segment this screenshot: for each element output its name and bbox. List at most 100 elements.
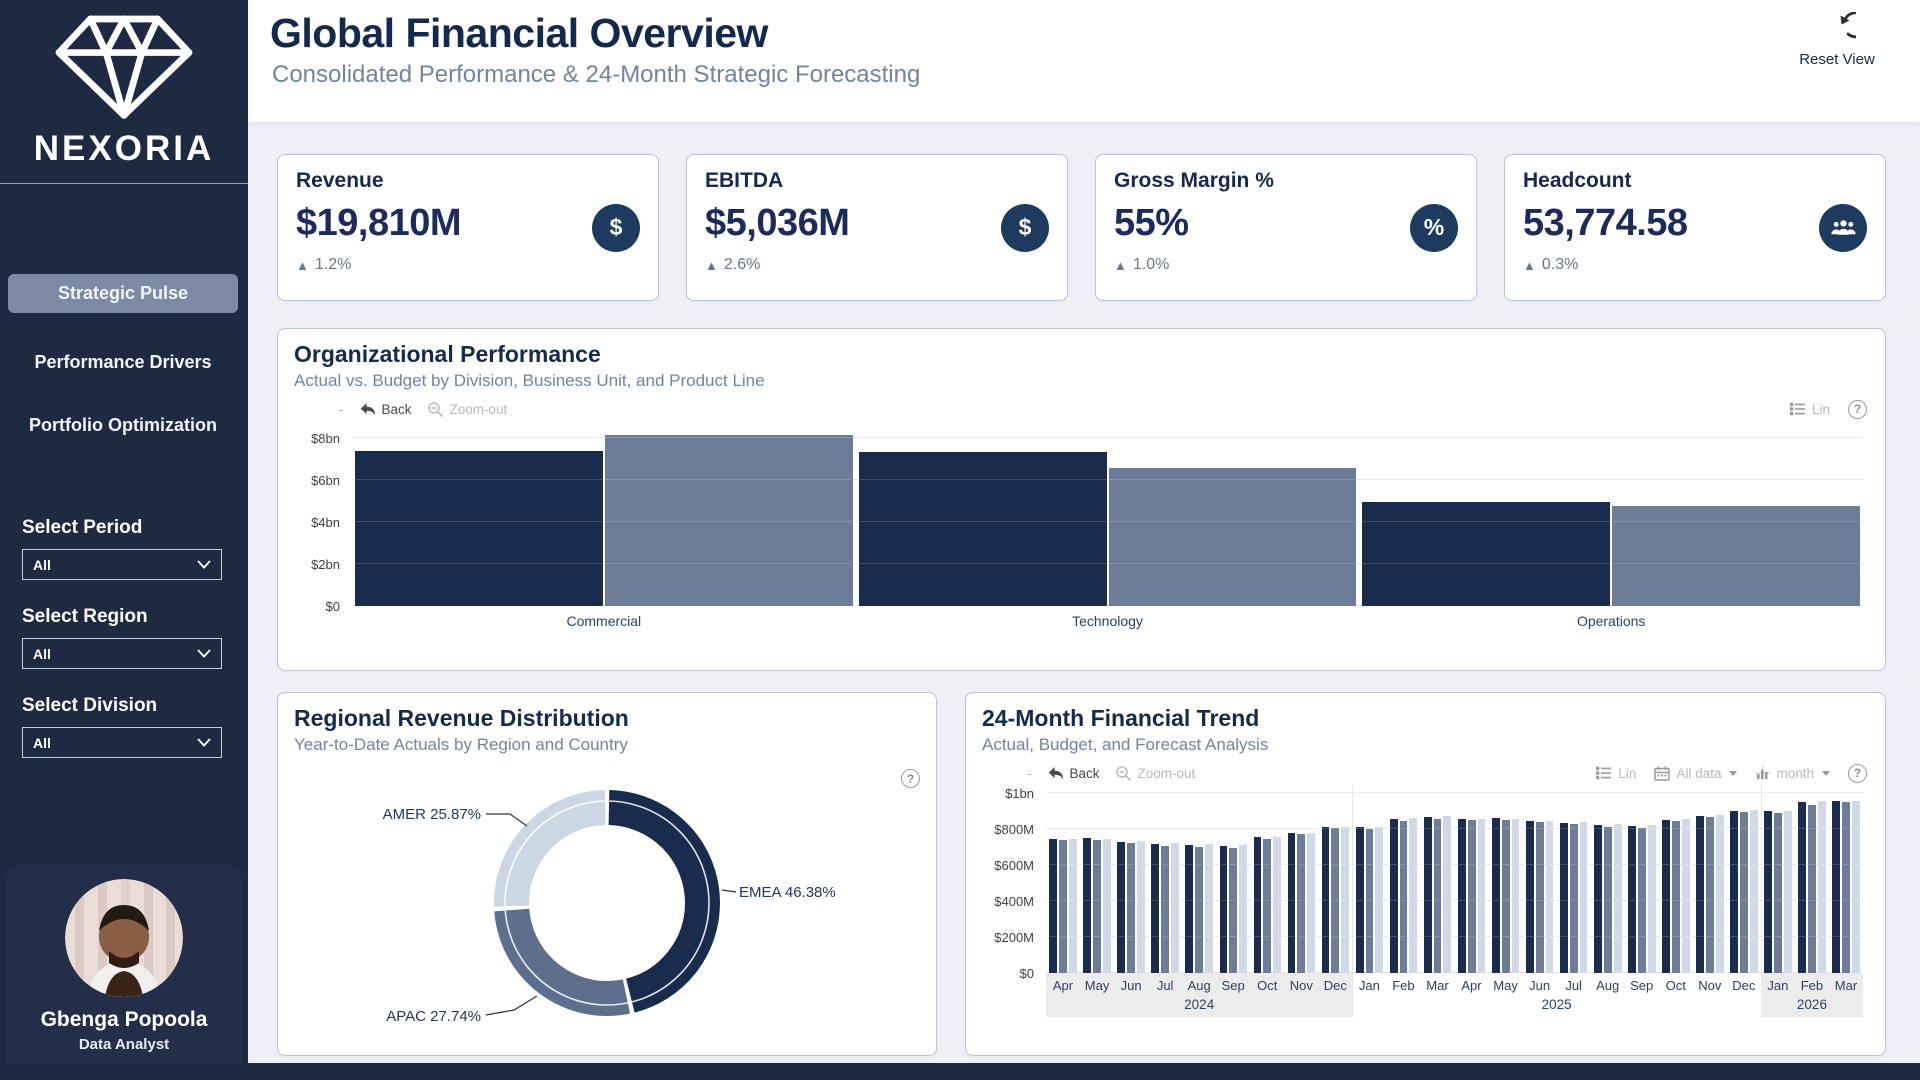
bar-forecast-oct-6[interactable] — [1273, 837, 1282, 973]
bar-actual-operations[interactable] — [1362, 502, 1611, 606]
bar-budget-apr-0[interactable] — [1059, 840, 1067, 973]
bar-forecast-may-1[interactable] — [1102, 839, 1111, 973]
region-select[interactable]: All — [22, 638, 222, 669]
bar-budget-jan-21[interactable] — [1774, 813, 1782, 973]
bar-actual-jun-2[interactable] — [1117, 842, 1126, 973]
sidebar-item-portfolio-optimization[interactable]: Portfolio Optimization — [29, 415, 217, 435]
donut-segment-amer[interactable] — [494, 790, 720, 1016]
bar-forecast-dec-8[interactable] — [1341, 827, 1350, 973]
bar-budget-mar-23[interactable] — [1842, 802, 1851, 973]
bar-budget-aug-4[interactable] — [1195, 847, 1204, 973]
bar-forecast-jun-14[interactable] — [1545, 821, 1554, 973]
all-data-dropdown[interactable]: All data — [1654, 766, 1738, 781]
bar-actual-dec-20[interactable] — [1730, 811, 1739, 973]
bar-forecast-feb-22[interactable] — [1817, 801, 1826, 973]
toolbar-collapse[interactable]: - — [339, 401, 344, 417]
bar-actual-may-1[interactable] — [1083, 838, 1092, 973]
bar-budget-jul-15[interactable] — [1569, 824, 1578, 973]
bar-actual-mar-23[interactable] — [1832, 801, 1841, 973]
period-select[interactable]: All — [22, 549, 222, 580]
bar-actual-jun-14[interactable] — [1525, 821, 1534, 973]
bar-budget-feb-10[interactable] — [1399, 821, 1408, 973]
bar-forecast-sep-5[interactable] — [1239, 845, 1247, 973]
bar-budget-jun-2[interactable] — [1127, 843, 1136, 973]
bar-actual-aug-16[interactable] — [1594, 825, 1602, 973]
bar-actual-jul-3[interactable] — [1151, 844, 1160, 973]
bar-budget-sep-5[interactable] — [1229, 848, 1238, 973]
bar-forecast-sep-17[interactable] — [1647, 825, 1656, 973]
bar-forecast-aug-4[interactable] — [1205, 844, 1213, 973]
bar-budget-may-1[interactable] — [1093, 840, 1101, 973]
donut-segment-emea[interactable] — [494, 790, 720, 1016]
bar-actual-may-13[interactable] — [1491, 818, 1500, 973]
bar-forecast-nov-7[interactable] — [1307, 833, 1316, 973]
back-button[interactable]: Back — [359, 402, 412, 417]
bar-forecast-apr-0[interactable] — [1068, 839, 1077, 973]
bar-forecast-nov-19[interactable] — [1715, 815, 1724, 973]
bar-actual-jan-21[interactable] — [1764, 811, 1773, 973]
bar-actual-nov-7[interactable] — [1287, 833, 1296, 973]
bar-budget-jun-14[interactable] — [1535, 822, 1544, 973]
bar-budget-aug-16[interactable] — [1603, 827, 1612, 973]
bar-actual-commercial[interactable] — [355, 451, 603, 606]
bar-budget-jan-9[interactable] — [1365, 829, 1374, 973]
help-button[interactable]: ? — [1848, 763, 1867, 783]
bar-budget-oct-18[interactable] — [1671, 821, 1680, 973]
back-button[interactable]: Back — [1047, 766, 1100, 781]
bar-budget-dec-8[interactable] — [1331, 828, 1340, 973]
bar-actual-dec-8[interactable] — [1321, 827, 1330, 973]
bar-actual-nov-19[interactable] — [1696, 816, 1704, 973]
bar-forecast-jan-9[interactable] — [1375, 827, 1384, 973]
bar-budget-nov-19[interactable] — [1706, 817, 1714, 973]
bar-actual-feb-22[interactable] — [1798, 802, 1807, 973]
donut-segment-apac[interactable] — [494, 790, 720, 1016]
bar-actual-jul-15[interactable] — [1559, 823, 1568, 973]
bar-forecast-aug-16[interactable] — [1613, 824, 1622, 973]
bar-actual-mar-11[interactable] — [1423, 817, 1432, 973]
bar-forecast-jul-15[interactable] — [1579, 822, 1588, 973]
bar-forecast-jul-3[interactable] — [1171, 843, 1179, 973]
bar-budget-mar-11[interactable] — [1433, 819, 1442, 973]
lin-toggle[interactable]: Lin — [1789, 402, 1830, 417]
bar-forecast-mar-11[interactable] — [1443, 816, 1452, 973]
bar-actual-apr-12[interactable] — [1457, 819, 1466, 973]
bar-actual-apr-0[interactable] — [1049, 839, 1058, 973]
bar-budget-oct-6[interactable] — [1263, 839, 1272, 973]
bar-budget-may-13[interactable] — [1501, 820, 1510, 973]
bar-budget-technology[interactable] — [1108, 468, 1357, 606]
division-select[interactable]: All — [22, 727, 222, 758]
zoom-out-button[interactable]: Zoom-out — [427, 401, 507, 418]
bar-budget-dec-20[interactable] — [1740, 812, 1748, 973]
bar-actual-aug-4[interactable] — [1185, 845, 1194, 973]
bar-budget-operations[interactable] — [1612, 506, 1861, 606]
lin-toggle[interactable]: Lin — [1596, 766, 1636, 781]
help-button[interactable]: ? — [901, 769, 920, 788]
sidebar-item-performance-drivers[interactable]: Performance Drivers — [34, 352, 212, 372]
help-button[interactable]: ? — [1848, 399, 1867, 419]
bar-actual-oct-18[interactable] — [1662, 820, 1670, 973]
zoom-out-button[interactable]: Zoom-out — [1115, 765, 1195, 782]
bar-budget-apr-12[interactable] — [1467, 820, 1476, 973]
bar-forecast-mar-23[interactable] — [1852, 801, 1860, 973]
bar-forecast-feb-10[interactable] — [1409, 818, 1418, 973]
toolbar-collapse[interactable]: - — [1027, 765, 1032, 781]
bar-forecast-may-13[interactable] — [1511, 819, 1520, 973]
bar-forecast-jun-2[interactable] — [1137, 841, 1145, 973]
bar-actual-oct-6[interactable] — [1253, 837, 1262, 973]
bar-actual-jan-9[interactable] — [1355, 827, 1364, 973]
bar-forecast-apr-12[interactable] — [1477, 819, 1486, 973]
interval-dropdown[interactable]: month — [1755, 766, 1830, 781]
bar-actual-feb-10[interactable] — [1389, 819, 1398, 973]
bar-budget-feb-22[interactable] — [1808, 805, 1816, 973]
bar-budget-sep-17[interactable] — [1637, 828, 1646, 973]
bar-budget-jul-3[interactable] — [1161, 846, 1170, 973]
bar-forecast-dec-20[interactable] — [1749, 810, 1758, 973]
bar-forecast-oct-18[interactable] — [1681, 819, 1690, 973]
bar-actual-sep-5[interactable] — [1219, 846, 1228, 973]
bar-actual-technology[interactable] — [858, 452, 1107, 606]
bar-budget-commercial[interactable] — [604, 435, 853, 606]
bar-forecast-jan-21[interactable] — [1783, 811, 1792, 973]
bar-actual-sep-17[interactable] — [1628, 826, 1636, 973]
sidebar-item-strategic-pulse[interactable]: Strategic Pulse — [8, 274, 238, 313]
bar-budget-nov-7[interactable] — [1297, 834, 1306, 973]
